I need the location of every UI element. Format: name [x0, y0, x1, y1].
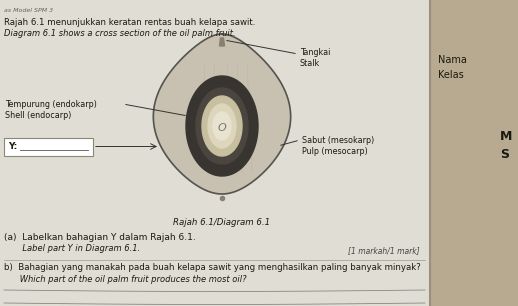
Text: Tangkai
Stalk: Tangkai Stalk — [300, 48, 330, 68]
Text: Rajah 6.1 menunjukkan keratan rentas buah kelapa sawit.: Rajah 6.1 menunjukkan keratan rentas bua… — [4, 18, 255, 27]
Polygon shape — [186, 76, 258, 176]
FancyBboxPatch shape — [4, 137, 93, 155]
Text: O: O — [218, 123, 226, 133]
Text: M: M — [500, 130, 512, 143]
Text: Nama: Nama — [438, 55, 467, 65]
Text: Sabut (mesokarp)
Pulp (mesocarp): Sabut (mesokarp) Pulp (mesocarp) — [302, 136, 374, 156]
Text: Diagram 6.1 shows a cross section of the oil palm fruit.: Diagram 6.1 shows a cross section of the… — [4, 29, 236, 38]
Polygon shape — [208, 104, 236, 148]
Text: (a)  Labelkan bahagian Y dalam Rajah 6.1.: (a) Labelkan bahagian Y dalam Rajah 6.1. — [4, 233, 196, 242]
FancyBboxPatch shape — [430, 0, 518, 306]
Text: [1 markah/1 mark]: [1 markah/1 mark] — [349, 246, 420, 255]
Polygon shape — [213, 112, 231, 140]
Text: Kelas: Kelas — [438, 70, 464, 80]
Text: as Model SPM 3: as Model SPM 3 — [4, 8, 53, 13]
FancyBboxPatch shape — [0, 0, 430, 306]
Text: Which part of the oil palm fruit produces the most oil?: Which part of the oil palm fruit produce… — [4, 275, 247, 284]
Text: b)  Bahagian yang manakah pada buah kelapa sawit yang menghasilkan paling banyak: b) Bahagian yang manakah pada buah kelap… — [4, 263, 421, 272]
Polygon shape — [202, 96, 242, 156]
Text: Tempurung (endokarp)
Shell (endocarp): Tempurung (endokarp) Shell (endocarp) — [5, 100, 97, 120]
Text: S: S — [500, 148, 509, 161]
Polygon shape — [153, 34, 291, 194]
Text: Y:: Y: — [8, 142, 17, 151]
Text: Rajah 6.1/Diagram 6.1: Rajah 6.1/Diagram 6.1 — [174, 218, 270, 227]
Polygon shape — [196, 88, 248, 164]
Text: Label part Y in Diagram 6.1.: Label part Y in Diagram 6.1. — [4, 244, 140, 253]
Polygon shape — [220, 38, 224, 46]
